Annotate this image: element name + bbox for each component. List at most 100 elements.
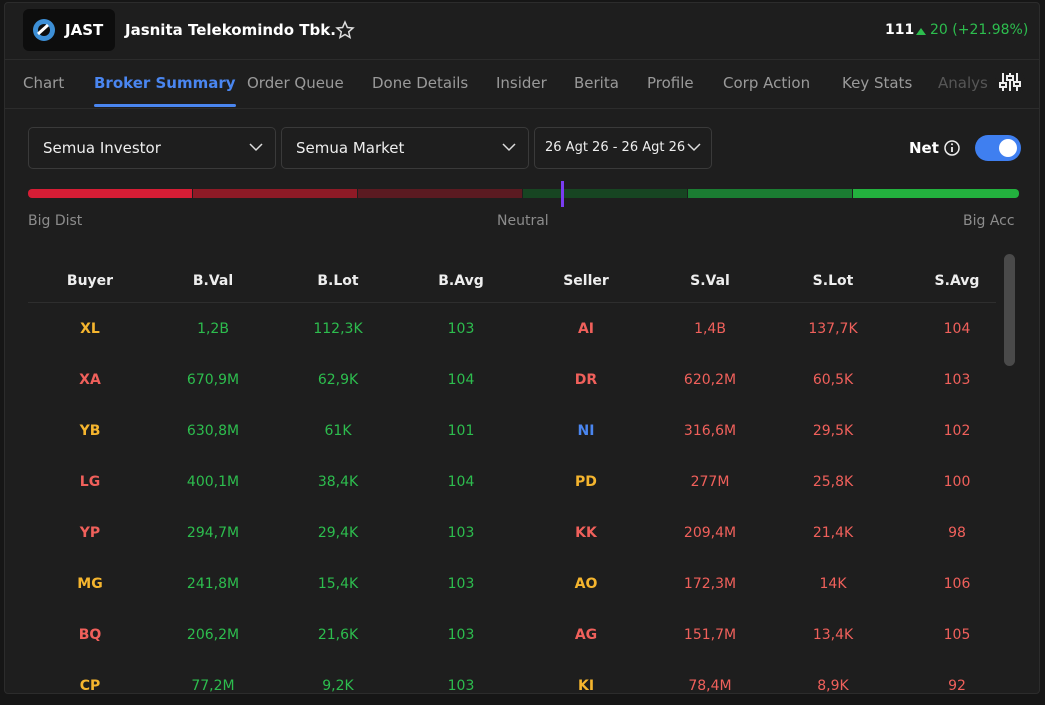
s-lot: 21,4K xyxy=(812,525,854,541)
s-avg: 98 xyxy=(948,525,966,541)
column-header: S.Avg xyxy=(934,273,980,289)
chevron xyxy=(687,143,701,152)
header-divider xyxy=(28,302,996,303)
s-lot: 13,4K xyxy=(812,627,854,643)
b-lot: 15,4K xyxy=(317,576,359,592)
s-val: 316,6M xyxy=(683,423,737,439)
price-change: 20 (+21.98%) xyxy=(930,22,1029,38)
buyer[interactable]: BQ xyxy=(78,627,102,643)
b-avg: 104 xyxy=(447,474,475,490)
price: 111 xyxy=(885,22,915,38)
s-val: 620,2M xyxy=(683,372,737,388)
date-select[interactable]: 26 Agt 26 - 26 Agt 26 xyxy=(534,127,712,169)
b-val: 1,2B xyxy=(197,321,229,337)
s-avg: 102 xyxy=(943,423,971,439)
s-avg: 104 xyxy=(943,321,971,337)
broker-table: Buyer B.Val B.Lot B.Avg Seller S.Val S.Lot S.Av… xyxy=(5,253,1039,693)
investor-select[interactable]: Semua Investor xyxy=(28,127,276,169)
tab[interactable]: Key Stats xyxy=(842,74,913,92)
buyer[interactable]: XA xyxy=(79,372,101,388)
b-lot: 21,6K xyxy=(317,627,359,643)
seller[interactable]: PD xyxy=(575,474,597,490)
ticker-badge[interactable]: JAST xyxy=(23,9,115,51)
seller[interactable]: KI xyxy=(577,678,595,694)
s-val: 172,3M xyxy=(683,576,737,592)
scale-right: Big Acc xyxy=(963,213,1015,229)
tab[interactable]: Profile xyxy=(647,74,694,92)
column-header: B.Lot xyxy=(317,273,359,289)
favorite-star[interactable] xyxy=(335,20,355,40)
column-header: B.Avg xyxy=(438,273,484,289)
s-lot: 137,7K xyxy=(808,321,858,337)
sentiment-bar xyxy=(28,181,1019,207)
b-avg: 103 xyxy=(447,321,475,337)
s-lot: 29,5K xyxy=(812,423,854,439)
logo xyxy=(33,19,55,41)
tab-bar: Chart Broker Summary Order Queue Done Detai… xyxy=(5,59,1039,109)
tab[interactable]: Berita xyxy=(574,74,619,92)
tab[interactable]: Analys xyxy=(938,74,988,92)
settings-button[interactable] xyxy=(995,67,1025,97)
tab[interactable]: Chart xyxy=(23,74,65,92)
s-val: 151,7M xyxy=(683,627,737,643)
b-val: 294,7M xyxy=(186,525,240,541)
column-header: Buyer xyxy=(66,273,114,289)
b-avg: 103 xyxy=(447,678,475,694)
seller[interactable]: NI xyxy=(577,423,595,439)
s-avg: 106 xyxy=(943,576,971,592)
company-name: Jasnita Telekomindo Tbk. xyxy=(125,21,336,39)
tab[interactable]: Order Queue xyxy=(247,74,344,92)
b-lot: 112,3K xyxy=(313,321,363,337)
s-val: 277M xyxy=(690,474,730,490)
buyer[interactable]: LG xyxy=(79,474,101,490)
s-val: 78,4M xyxy=(688,678,732,694)
s-lot: 8,9K xyxy=(817,678,849,694)
buyer[interactable]: YB xyxy=(79,423,101,439)
b-val: 206,2M xyxy=(186,627,240,643)
b-val: 630,8M xyxy=(186,423,240,439)
seller[interactable]: AG xyxy=(574,627,598,643)
b-avg: 103 xyxy=(447,576,475,592)
tab[interactable]: Corp Action xyxy=(723,74,811,92)
net-label: Net xyxy=(909,139,939,157)
ticker: JAST xyxy=(65,21,104,39)
seller[interactable]: AO xyxy=(574,576,598,592)
investor-text: Semua Investor xyxy=(43,139,161,157)
buyer[interactable]: CP xyxy=(79,678,101,694)
s-val: 1,4B xyxy=(694,321,726,337)
b-avg: 103 xyxy=(447,525,475,541)
s-val: 209,4M xyxy=(683,525,737,541)
tab[interactable]: Done Details xyxy=(372,74,469,92)
seller[interactable]: KK xyxy=(575,525,597,541)
b-lot: 61K xyxy=(324,423,352,439)
s-lot: 14K xyxy=(819,576,847,592)
seller[interactable]: DR xyxy=(574,372,598,388)
scale-left: Big Dist xyxy=(28,213,83,229)
tab-underline xyxy=(94,104,236,107)
chevron xyxy=(249,143,263,152)
buyer[interactable]: YP xyxy=(79,525,101,541)
s-avg: 100 xyxy=(943,474,971,490)
scrollbar[interactable] xyxy=(1004,254,1015,366)
tab[interactable]: Broker Summary xyxy=(94,74,236,92)
s-avg: 103 xyxy=(943,372,971,388)
s-avg: 92 xyxy=(948,678,966,694)
chevron xyxy=(502,143,516,152)
b-val: 670,9M xyxy=(186,372,240,388)
s-avg: 105 xyxy=(943,627,971,643)
info-icon[interactable] xyxy=(943,139,961,157)
s-lot: 25,8K xyxy=(812,474,854,490)
market-select[interactable]: Semua Market xyxy=(281,127,529,169)
column-header: S.Lot xyxy=(812,273,854,289)
buyer[interactable]: MG xyxy=(77,576,103,592)
buyer[interactable]: XL xyxy=(80,321,100,337)
b-lot: 29,4K xyxy=(317,525,359,541)
column-header: B.Val xyxy=(192,273,234,289)
market-text: Semua Market xyxy=(296,139,405,157)
b-avg: 103 xyxy=(447,627,475,643)
tab[interactable]: Insider xyxy=(496,74,547,92)
b-lot: 9,2K xyxy=(322,678,354,694)
seller[interactable]: AI xyxy=(577,321,595,337)
net-toggle[interactable] xyxy=(975,135,1021,161)
